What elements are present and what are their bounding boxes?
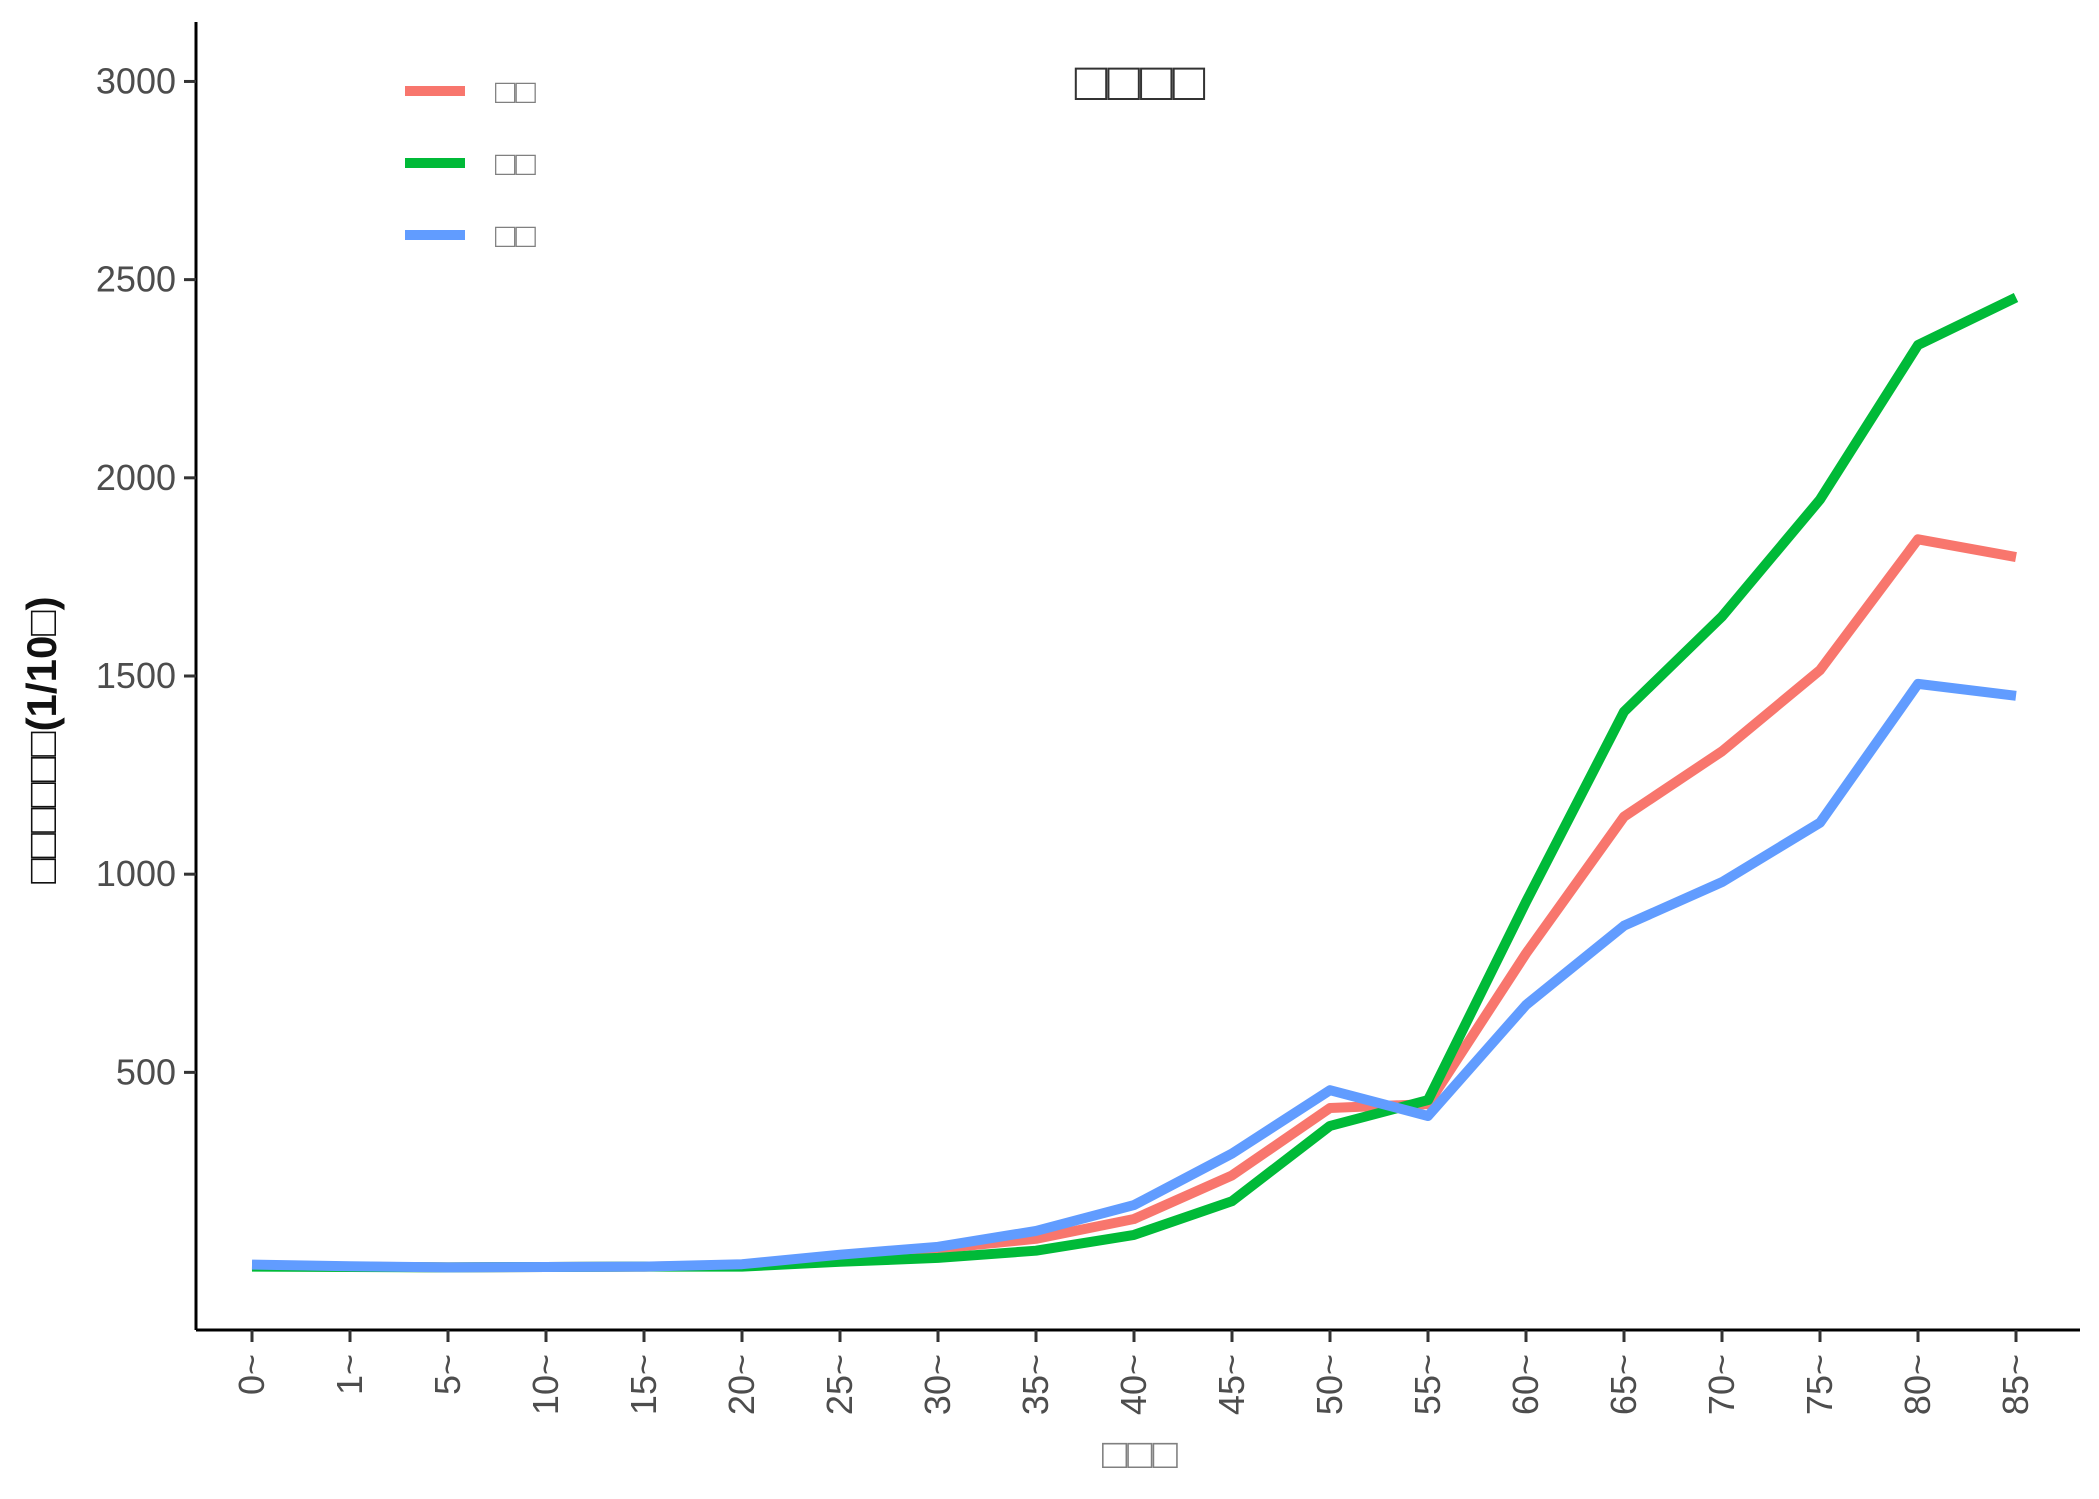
axes (194, 22, 2080, 1332)
y-tick-label: 1500 (96, 655, 176, 696)
x-tick-label: 20~ (721, 1354, 762, 1415)
x-axis-title: □□□ (1102, 1430, 1179, 1477)
x-tick-label: 45~ (1211, 1354, 1252, 1415)
y-tick-label: 3000 (96, 60, 176, 101)
y-tick-label: 500 (116, 1051, 176, 1092)
x-tick-label: 1~ (329, 1354, 370, 1395)
chart-title: □□□□ (1075, 52, 1206, 112)
legend: □□ □□ □□ (405, 73, 537, 255)
x-tick-label: 60~ (1505, 1354, 1546, 1415)
x-tick-label: 85~ (1995, 1354, 2036, 1415)
x-tick-label: 40~ (1113, 1354, 1154, 1415)
x-tick-label: 30~ (917, 1354, 958, 1415)
y-axis-ticks: 500 1000 1500 2000 2500 3000 (96, 60, 196, 1092)
series-lines (251, 293, 2019, 1273)
x-tick-label: 55~ (1407, 1354, 1448, 1415)
x-tick-label: 80~ (1897, 1354, 1938, 1415)
x-tick-label: 5~ (427, 1354, 468, 1395)
x-tick-label: 65~ (1603, 1354, 1644, 1415)
series-line-1 (251, 534, 2017, 1273)
x-axis-ticks: 0~ 1~ 5~ 10~ 15~ 20~ 25~ 30~ 35~ 40~ 45~ 50~ 55~ 60~ 6… (231, 1330, 2036, 1415)
x-tick-label: 70~ (1701, 1354, 1742, 1415)
x-tick-label: 35~ (1015, 1354, 1056, 1415)
x-tick-label: 0~ (231, 1354, 272, 1395)
x-tick-label: 50~ (1309, 1354, 1350, 1415)
legend-label-1: □□ (495, 73, 537, 111)
y-axis-title: □□□□□□(1/10□) (18, 596, 65, 883)
x-tick-label: 10~ (525, 1354, 566, 1415)
y-tick-label: 2000 (96, 457, 176, 498)
y-tick-label: 2500 (96, 259, 176, 300)
series-line-2 (251, 293, 2019, 1273)
x-tick-label: 15~ (623, 1354, 664, 1415)
y-tick-label: 1000 (96, 853, 176, 894)
series-line-3 (251, 678, 2017, 1273)
legend-label-2: □□ (495, 145, 537, 183)
x-tick-label: 75~ (1799, 1354, 1840, 1415)
x-tick-label: 25~ (819, 1354, 860, 1415)
legend-label-3: □□ (495, 217, 537, 255)
